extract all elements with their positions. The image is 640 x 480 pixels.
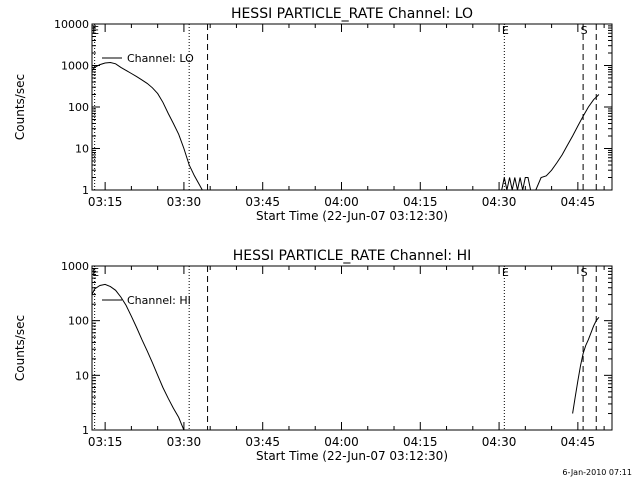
x-tick-label: 04:45	[561, 195, 596, 209]
x-tick-label: 04:30	[482, 195, 517, 209]
event-marker-label: S	[581, 266, 588, 279]
plot-frame-0	[91, 23, 613, 191]
legend-label: Channel: HI	[127, 294, 191, 307]
event-marker-label: S	[581, 24, 588, 37]
event-marker-label: E	[92, 24, 99, 37]
event-marker-label: E	[502, 24, 509, 37]
y-tick-label: 10000	[54, 18, 89, 31]
data-series-line	[535, 94, 600, 191]
y-tick-label: 100	[68, 101, 89, 114]
x-tick-label: 03:45	[245, 435, 280, 449]
data-series-line	[91, 283, 185, 431]
x-axis-label: Start Time (22-Jun-07 03:12:30)	[256, 209, 448, 223]
y-tick-label: 10	[75, 143, 89, 156]
y-tick-label: 1	[82, 184, 89, 197]
y-axis-label: Counts/sec	[13, 315, 27, 381]
x-tick-label: 04:15	[403, 195, 438, 209]
data-series-line	[501, 177, 532, 191]
x-tick-label: 04:00	[324, 435, 359, 449]
x-tick-label: 03:15	[88, 195, 123, 209]
event-marker-label: E	[502, 266, 509, 279]
chart-title-1: HESSI PARTICLE_RATE Channel: HI	[233, 248, 471, 264]
x-axis-label: Start Time (22-Jun-07 03:12:30)	[256, 449, 448, 463]
footer-timestamp: 6-Jan-2010 07:11	[562, 468, 632, 477]
event-marker-label: E	[92, 266, 99, 279]
y-tick-label: 1000	[61, 260, 89, 273]
plot-frame-1	[91, 265, 613, 431]
x-tick-label: 04:00	[324, 195, 359, 209]
data-series-line	[91, 61, 203, 191]
x-tick-label: 03:45	[245, 195, 280, 209]
legend-label: Channel: LO	[127, 52, 194, 65]
x-tick-label: 04:15	[403, 435, 438, 449]
x-tick-label: 04:30	[482, 435, 517, 449]
data-series-line	[572, 316, 600, 414]
x-tick-label: 03:30	[167, 435, 202, 449]
y-tick-label: 1000	[61, 60, 89, 73]
chart-title-0: HESSI PARTICLE_RATE Channel: LO	[231, 6, 473, 22]
x-tick-label: 03:30	[167, 195, 202, 209]
x-tick-label: 04:45	[561, 435, 596, 449]
y-tick-label: 100	[68, 315, 89, 328]
x-tick-label: 03:15	[88, 435, 123, 449]
y-tick-label: 10	[75, 369, 89, 382]
y-axis-label: Counts/sec	[13, 74, 27, 140]
y-tick-label: 1	[82, 424, 89, 437]
